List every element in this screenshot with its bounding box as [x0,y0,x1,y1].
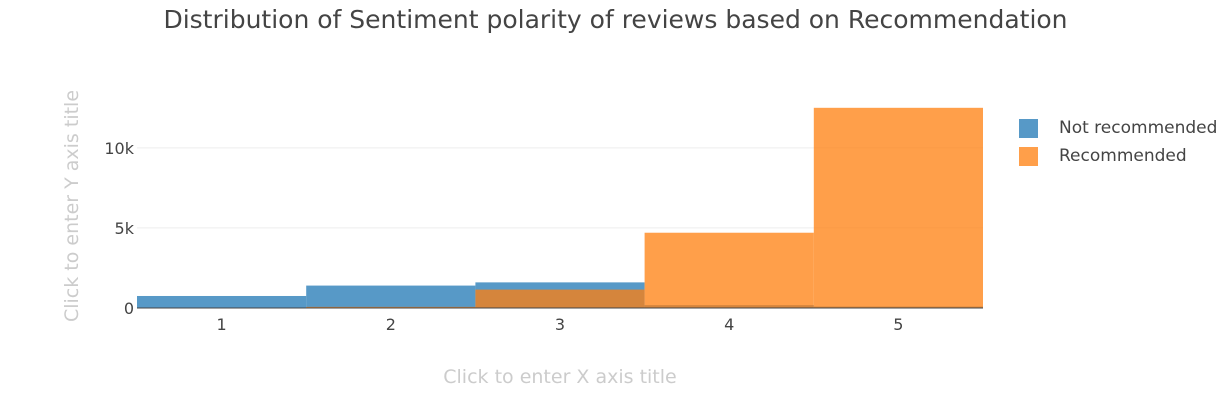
legend-item-not-recommended[interactable]: Not recommended [1019,114,1217,142]
legend-swatch-recommended [1019,146,1038,166]
x-tick-label: 4 [724,315,734,334]
x-tick-label: 2 [386,315,396,334]
y-axis-title[interactable]: Click to enter Y axis title [61,89,83,323]
legend-item-recommended[interactable]: Recommended [1019,142,1217,170]
bar-not-recommended-1 [137,295,307,308]
bar-not-recommended-2 [306,285,476,308]
y-tick-label: 0 [124,299,134,318]
bar-recommended-3 [475,289,645,308]
y-tick-label: 10k [104,139,134,158]
x-tick-label: 1 [217,315,227,334]
legend-swatch-not-recommended [1019,118,1038,138]
x-tick-label: 3 [555,315,565,334]
bar-recommended-2 [306,306,476,308]
x-tick-label: 5 [893,315,903,334]
bar-recommended-4 [644,232,814,308]
y-tick-label: 5k [115,219,135,238]
legend-label-recommended: Recommended [1059,146,1187,166]
bar-recommended-5 [813,107,983,308]
chart-title: Distribution of Sentiment polarity of re… [163,5,1068,34]
legend-label-not-recommended: Not recommended [1059,118,1218,138]
x-axis-title[interactable]: Click to enter X axis title [443,366,677,388]
legend: Not recommended Recommended [1019,114,1217,170]
